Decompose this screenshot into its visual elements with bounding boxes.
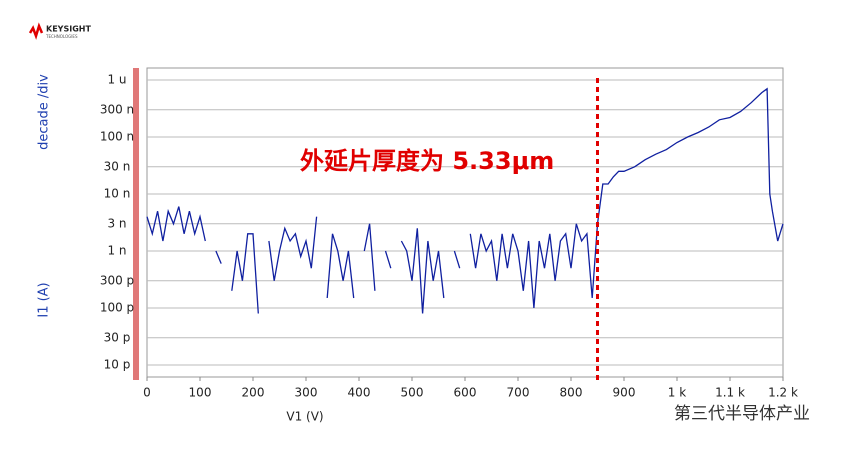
x-tick-label: 0 — [143, 386, 151, 400]
x-tick-label: 500 — [401, 386, 424, 400]
logo-sub: TECHNOLOGIES — [45, 34, 78, 39]
y-tick-label: 300 p — [100, 273, 134, 287]
y-tick-label: 1 n — [107, 244, 126, 258]
x-tick-label: 700 — [507, 386, 530, 400]
x-tick-label: 400 — [348, 386, 371, 400]
y-tick-label: 100 n — [100, 130, 134, 144]
y-tick-label: 1 u — [107, 73, 126, 87]
x-tick-label: 900 — [613, 386, 636, 400]
x-tick-label: 100 — [189, 386, 212, 400]
y-tick-label: 3 n — [107, 216, 126, 230]
y-tick-label: 30 p — [104, 330, 131, 344]
y-label-top: decade /div — [37, 74, 52, 150]
x-tick-label: 200 — [242, 386, 265, 400]
x-label: V1 (V) — [286, 410, 323, 424]
y-tick-label: 300 n — [100, 102, 134, 116]
annotation: 外延片厚度为 5.33μm — [300, 147, 554, 175]
y-tick-label: 10 n — [104, 187, 131, 201]
y-tick-label: 100 p — [100, 301, 134, 315]
watermark: 第三代半导体产业 — [674, 404, 810, 424]
data-line — [146, 87, 784, 314]
x-tick-label: 1.1 k — [715, 386, 745, 400]
left-bar — [133, 68, 139, 380]
y-tick-label: 30 n — [104, 159, 131, 173]
x-tick-label: 800 — [560, 386, 583, 400]
logo-name: KEYSIGHT — [46, 25, 91, 34]
x-tick-label: 300 — [295, 386, 318, 400]
x-tick-label: 1 k — [668, 386, 686, 400]
y-label: I1 (A) — [37, 282, 52, 317]
logo-icon — [28, 22, 44, 40]
y-tick-label: 10 p — [104, 358, 131, 372]
x-tick-label: 600 — [454, 386, 477, 400]
plot-area — [146, 67, 784, 378]
x-tick-label: 1.2 k — [768, 386, 798, 400]
